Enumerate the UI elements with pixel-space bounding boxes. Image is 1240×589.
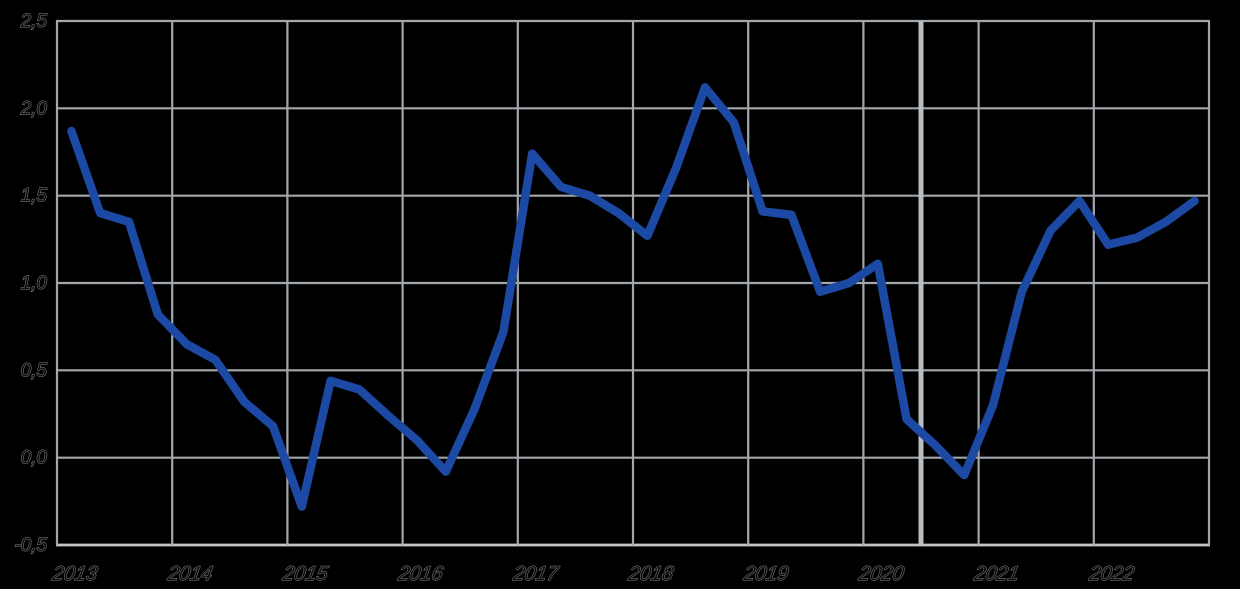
y-tick-label: 1,0 <box>21 273 48 294</box>
x-tick-label: 2018 <box>626 563 676 585</box>
x-tick-label: 2019 <box>741 563 790 585</box>
x-tick-label: 2020 <box>856 563 906 585</box>
x-tick-label: 2013 <box>50 563 100 585</box>
data-series-line <box>67 83 1199 511</box>
y-tick-label: 2,0 <box>20 98 48 119</box>
x-tick-label: 2022 <box>1087 563 1136 585</box>
x-tick-label: 2016 <box>395 563 445 585</box>
y-tick-label: 0,5 <box>21 360 48 381</box>
y-tick-label: 0,0 <box>21 448 48 469</box>
y-tick-label: -0,5 <box>14 535 47 556</box>
x-tick-label: 2021 <box>971 563 1020 585</box>
x-axis-tick-labels: 2013 2014 2015 2016 2017 2018 2019 2020 2021 2022 <box>49 563 1136 586</box>
x-tick-label: 2014 <box>165 563 214 585</box>
x-tick-label: 2017 <box>511 563 561 585</box>
x-tick-label: 2015 <box>280 563 330 585</box>
y-axis-tick-labels: 2,5 2,0 1,5 1,0 0,5 0,0 -0,5 <box>14 11 48 557</box>
y-tick-label: 1,5 <box>21 186 48 207</box>
y-tick-label: 2,5 <box>20 11 48 32</box>
